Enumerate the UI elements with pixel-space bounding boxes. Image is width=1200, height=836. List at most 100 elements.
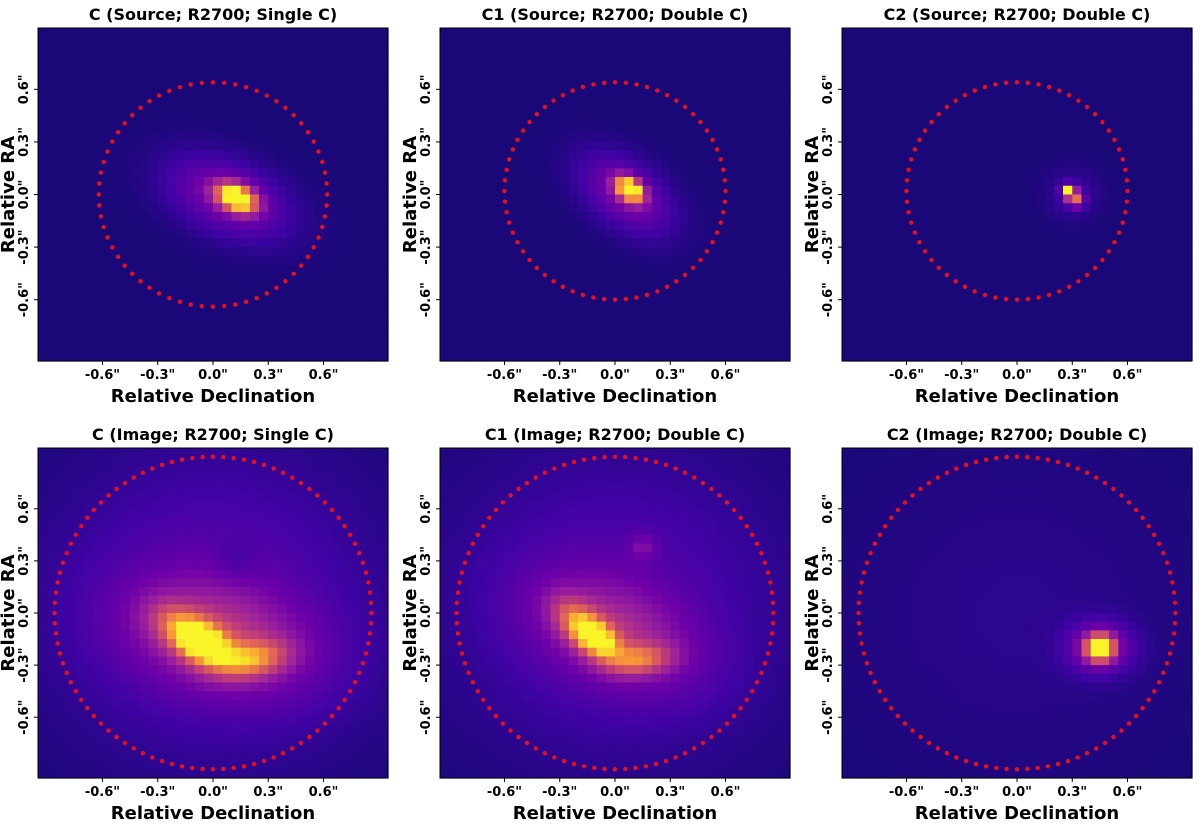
heatmap-pixel bbox=[369, 45, 380, 55]
heatmap-pixel bbox=[679, 150, 690, 161]
heatmap-pixel bbox=[305, 508, 315, 519]
heatmap-pixel bbox=[504, 317, 515, 327]
heatmap-pixel bbox=[203, 238, 214, 248]
heatmap-pixel bbox=[495, 36, 506, 47]
heatmap-pixel bbox=[906, 220, 917, 231]
heatmap-pixel bbox=[240, 212, 251, 222]
heatmap-pixel bbox=[458, 317, 469, 327]
heatmap-pixel bbox=[716, 54, 727, 64]
heatmap-pixel bbox=[1072, 54, 1083, 64]
heatmap-pixel bbox=[378, 264, 389, 274]
heatmap-pixel bbox=[688, 194, 699, 204]
heatmap-pixel bbox=[753, 80, 763, 90]
heatmap-pixel bbox=[1109, 150, 1119, 161]
heatmap-pixel bbox=[734, 229, 745, 239]
heatmap-pixel bbox=[38, 325, 48, 336]
heatmap-pixel bbox=[1109, 308, 1119, 318]
heatmap-pixel bbox=[259, 456, 269, 466]
heatmap-pixel bbox=[56, 325, 67, 336]
heatmap-pixel bbox=[56, 334, 67, 345]
heatmap-pixel bbox=[185, 273, 196, 283]
heatmap-pixel bbox=[332, 194, 343, 204]
heatmap-pixel bbox=[1099, 159, 1110, 169]
heatmap-pixel bbox=[139, 255, 150, 266]
heatmap-pixel bbox=[559, 71, 570, 82]
heatmap-pixel bbox=[369, 176, 380, 187]
heatmap-pixel bbox=[148, 98, 159, 108]
heatmap-pixel bbox=[697, 80, 708, 90]
heatmap-pixel bbox=[203, 133, 214, 143]
heatmap-pixel bbox=[249, 448, 260, 458]
heatmap-pixel bbox=[157, 106, 168, 117]
heatmap-pixel bbox=[952, 290, 963, 301]
heatmap-pixel bbox=[780, 45, 791, 55]
heatmap-pixel bbox=[578, 54, 588, 64]
heatmap-pixel bbox=[1155, 352, 1165, 362]
heatmap-pixel bbox=[1109, 106, 1119, 117]
heatmap-pixel bbox=[541, 325, 552, 336]
heatmap-pixel bbox=[360, 325, 371, 336]
heatmap-pixel bbox=[93, 456, 104, 466]
heatmap-pixel bbox=[176, 168, 186, 178]
x-tick-label: -0.3" bbox=[542, 368, 577, 383]
heatmap-pixel bbox=[323, 141, 334, 152]
heatmap-pixel bbox=[65, 247, 76, 257]
heatmap-pixel bbox=[1109, 45, 1119, 55]
heatmap-pixel bbox=[743, 28, 754, 38]
heatmap-pixel bbox=[1127, 185, 1138, 196]
heatmap-pixel bbox=[47, 500, 58, 510]
heatmap-pixel bbox=[56, 71, 67, 82]
heatmap-pixel bbox=[314, 185, 325, 196]
contour-dot bbox=[953, 279, 958, 284]
heatmap-pixel bbox=[56, 106, 67, 117]
heatmap-pixel bbox=[1017, 203, 1027, 213]
heatmap-pixel bbox=[970, 247, 981, 257]
heatmap-pixel bbox=[568, 290, 579, 301]
heatmap-pixel bbox=[231, 115, 242, 125]
heatmap-pixel bbox=[596, 159, 607, 169]
heatmap-pixel bbox=[1090, 45, 1101, 55]
heatmap-pixel bbox=[305, 159, 315, 169]
heatmap-pixel bbox=[185, 71, 196, 82]
heatmap-pixel bbox=[93, 264, 104, 274]
heatmap-pixel bbox=[989, 273, 1000, 283]
heatmap-pixel bbox=[93, 299, 104, 310]
heatmap-pixel bbox=[1127, 89, 1138, 99]
heatmap-pixel bbox=[842, 89, 852, 99]
heatmap-pixel bbox=[458, 282, 469, 292]
heatmap-pixel bbox=[495, 133, 506, 143]
heatmap-pixel bbox=[1145, 194, 1156, 204]
heatmap-pixel bbox=[286, 500, 297, 510]
heatmap-pixel bbox=[111, 343, 122, 353]
heatmap-pixel bbox=[341, 465, 352, 475]
heatmap-pixel bbox=[1081, 45, 1092, 55]
heatmap-pixel bbox=[924, 229, 935, 239]
heatmap-pixel bbox=[249, 28, 260, 38]
heatmap-pixel bbox=[305, 141, 315, 152]
heatmap-pixel bbox=[120, 290, 131, 301]
heatmap-pixel bbox=[102, 264, 113, 274]
heatmap-pixel bbox=[213, 334, 223, 345]
heatmap-pixel bbox=[753, 89, 763, 99]
heatmap-pixel bbox=[323, 238, 334, 248]
heatmap-pixel bbox=[961, 45, 972, 55]
heatmap-pixel bbox=[222, 500, 233, 510]
heatmap-pixel bbox=[897, 150, 908, 161]
heatmap-pixel bbox=[476, 317, 487, 327]
heatmap-pixel bbox=[440, 71, 450, 82]
heatmap-pixel bbox=[522, 299, 533, 310]
heatmap-pixel bbox=[148, 220, 159, 231]
heatmap-pixel bbox=[305, 168, 315, 178]
heatmap-pixel bbox=[1099, 308, 1110, 318]
heatmap-pixel bbox=[332, 334, 343, 345]
heatmap-pixel bbox=[130, 71, 140, 82]
heatmap-pixel bbox=[286, 325, 297, 336]
heatmap-pixel bbox=[697, 299, 708, 310]
heatmap-pixel bbox=[743, 317, 754, 327]
heatmap-pixel bbox=[360, 526, 371, 536]
heatmap-pixel bbox=[194, 491, 205, 501]
heatmap-pixel bbox=[522, 220, 533, 231]
heatmap-pixel bbox=[1145, 290, 1156, 301]
heatmap-pixel bbox=[578, 229, 588, 239]
heatmap-pixel bbox=[130, 508, 140, 519]
